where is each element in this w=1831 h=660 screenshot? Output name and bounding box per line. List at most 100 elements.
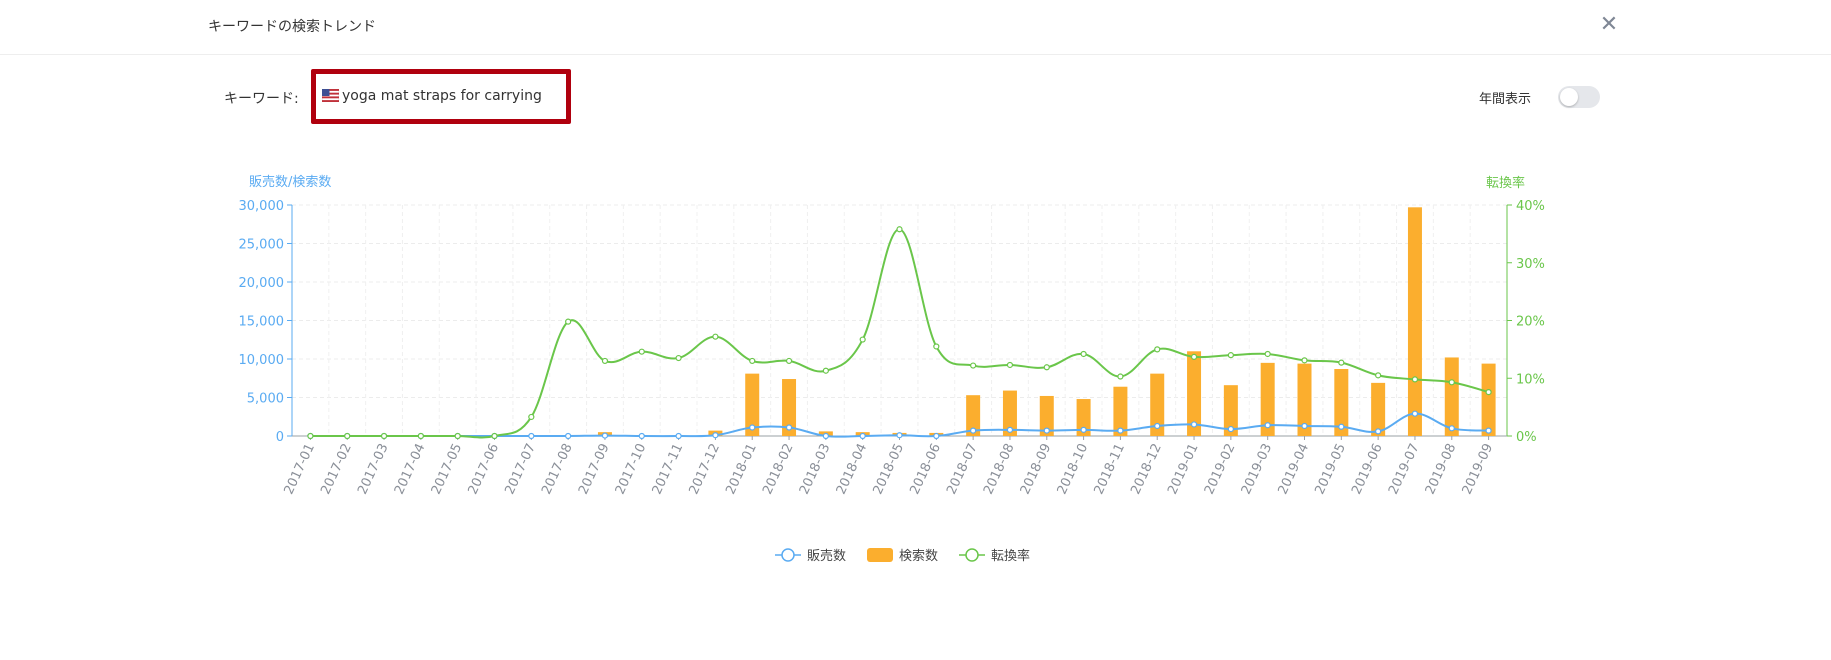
bar-search: [1260, 362, 1275, 436]
point-sales: [1190, 421, 1198, 428]
dialog-title: キーワードの検索トレンド: [208, 19, 376, 35]
bar-search: [1187, 351, 1202, 436]
x-tick-label: 2017-05: [429, 441, 466, 497]
point-conversion: [1227, 352, 1234, 359]
point-conversion: [1301, 357, 1308, 364]
x-tick-label: 2017-11: [650, 441, 687, 497]
point-sales: [1154, 422, 1161, 430]
point-conversion: [1375, 372, 1382, 379]
annual-view-toggle[interactable]: [1558, 86, 1600, 108]
legend-label: 検索数: [899, 549, 938, 564]
point-sales: [896, 432, 903, 439]
x-tick-label: 2019-08: [1423, 441, 1460, 497]
point-conversion: [1043, 364, 1050, 371]
point-conversion: [785, 357, 793, 365]
bar-search: [1150, 373, 1165, 436]
x-tick-label: 2018-02: [760, 441, 797, 497]
x-tick-label: 2018-06: [907, 441, 944, 497]
x-tick-label: 2018-04: [834, 441, 871, 497]
legend-swatch-search: [867, 548, 893, 562]
point-sales: [638, 432, 645, 440]
point-sales: [1043, 427, 1050, 434]
x-tick-label: 2019-02: [1202, 441, 1239, 497]
point-conversion: [565, 318, 572, 325]
point-conversion: [1006, 361, 1014, 369]
x-tick-label: 2017-06: [466, 441, 503, 497]
point-conversion: [1338, 359, 1345, 366]
point-sales: [1375, 428, 1382, 435]
point-conversion: [896, 226, 903, 233]
y-left-tick-label: 15,000: [239, 315, 285, 330]
legend-label: 転換率: [991, 548, 1030, 564]
point-sales: [1448, 425, 1455, 432]
point-conversion: [822, 367, 829, 374]
keyword-label: キーワード:: [224, 91, 299, 107]
point-conversion: [712, 333, 719, 340]
x-tick-label: 2017-12: [686, 441, 723, 497]
point-sales: [749, 424, 756, 431]
x-tick-label: 2017-01: [281, 441, 318, 497]
point-sales: [565, 432, 572, 440]
legend-label: 販売数: [807, 548, 846, 564]
x-tick-label: 2017-04: [392, 441, 429, 497]
x-tick-label: 2019-01: [1165, 441, 1202, 497]
y-right-tick-label: 40%: [1516, 199, 1545, 214]
point-conversion: [933, 343, 940, 350]
y-right-tick-label: 30%: [1516, 257, 1545, 272]
point-conversion: [970, 362, 977, 369]
x-tick-label: 2018-11: [1091, 441, 1128, 497]
bar-search: [1297, 363, 1312, 436]
bar-search: [1407, 207, 1422, 436]
x-tick-label: 2018-07: [944, 441, 981, 497]
point-conversion: [1411, 376, 1419, 383]
toggle-knob: [1560, 88, 1578, 106]
point-sales: [528, 432, 535, 440]
legend-swatch-marker: [781, 548, 795, 562]
point-sales: [1485, 427, 1492, 434]
x-tick-label: 2018-03: [797, 441, 834, 497]
bar-search: [745, 373, 760, 436]
point-sales: [859, 432, 866, 440]
point-conversion: [1080, 350, 1087, 358]
x-tick-label: 2019-06: [1349, 441, 1386, 497]
bar-search: [782, 379, 797, 436]
point-sales: [970, 427, 977, 434]
point-conversion: [1448, 379, 1455, 386]
x-tick-label: 2018-10: [1055, 441, 1092, 497]
point-sales: [1411, 410, 1419, 417]
close-icon[interactable]: ✕: [1599, 12, 1619, 37]
bar-search: [1113, 386, 1128, 436]
point-conversion: [491, 432, 498, 440]
x-tick-label: 2019-03: [1239, 441, 1276, 497]
point-sales: [1264, 422, 1271, 429]
point-sales: [1006, 426, 1014, 433]
point-conversion: [859, 336, 866, 343]
y-left-tick-label: 20,000: [239, 276, 285, 291]
x-tick-label: 2019-07: [1386, 441, 1423, 497]
point-conversion: [344, 432, 351, 440]
point-conversion: [417, 432, 424, 440]
x-tick-label: 2017-03: [355, 441, 392, 497]
x-tick-label: 2019-09: [1460, 441, 1497, 497]
point-conversion: [601, 357, 609, 365]
point-sales: [712, 432, 719, 439]
point-conversion: [1190, 353, 1198, 360]
point-conversion: [1117, 373, 1124, 380]
y-right-tick-label: 20%: [1516, 315, 1545, 330]
point-sales: [933, 432, 940, 440]
y-left-tick-label: 10,000: [239, 353, 285, 368]
bar-search: [1076, 399, 1091, 436]
point-conversion: [307, 432, 314, 440]
point-sales: [1338, 423, 1345, 430]
x-tick-label: 2018-09: [1018, 441, 1055, 497]
point-sales: [1080, 426, 1087, 433]
y-left-tick-label: 0: [276, 430, 284, 445]
y-right-tick-label: 0%: [1516, 430, 1537, 445]
bar-search: [1371, 382, 1386, 436]
keyword-value: yoga mat straps for carrying: [342, 88, 542, 104]
x-tick-label: 2018-08: [981, 441, 1018, 497]
point-conversion: [1264, 350, 1271, 358]
x-tick-label: 2018-12: [1128, 441, 1165, 497]
bar-search: [966, 395, 981, 436]
x-tick-label: 2017-07: [502, 441, 539, 497]
